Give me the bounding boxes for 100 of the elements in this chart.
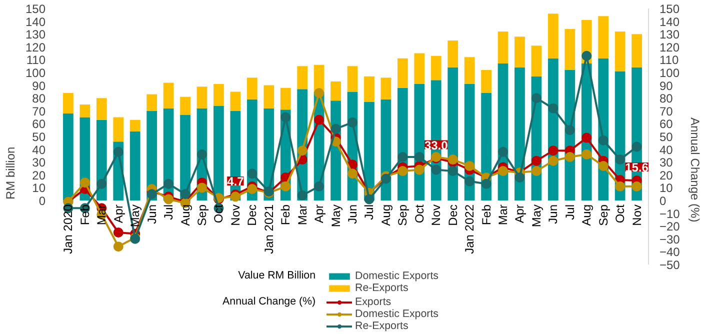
y-axis-title: RM billion [3,146,18,200]
point [297,190,308,200]
point [314,88,324,98]
y-tick-label: 110 [26,53,46,68]
x-tick-label: May [328,204,343,228]
x-tick-label: Apr [312,204,326,224]
point [314,181,324,192]
point [113,228,124,238]
bar [196,86,208,108]
bar [380,78,392,100]
x-tick-label: Jul [562,204,577,220]
point [164,178,174,189]
point [196,149,207,160]
bar [96,98,107,120]
bar [481,70,492,93]
point [280,112,291,122]
bar [614,32,626,72]
bar [414,53,425,84]
bar [548,14,558,58]
bar [448,40,458,68]
x-tick-label: Jan 2020 [61,204,76,254]
bar [63,92,74,114]
point [548,103,558,114]
point [297,146,308,156]
bar [264,85,274,108]
x-tick-label: Feb [278,204,293,226]
point [364,194,374,204]
point [582,50,592,61]
point [598,135,608,146]
x-tick-label: Nov [429,204,444,226]
bar [130,120,140,132]
legend-label: Exports [355,296,392,308]
bar [464,57,475,84]
x-tick-label: Oct [212,204,226,224]
x-tick-label: Apr [111,204,126,224]
point [414,152,424,162]
point [615,181,626,192]
point [247,168,258,179]
point [180,189,190,200]
point [464,176,475,186]
point [113,242,124,252]
bar [330,81,341,101]
x-tick-label: Aug [178,204,192,226]
y2-tick-label: 110 [660,53,679,68]
text: Annual Change (%) [222,296,316,308]
x-tick-label: Nov [630,204,644,226]
point [498,146,508,157]
y2-tick-label: 100 [660,66,680,80]
point [548,156,558,166]
point [448,166,458,176]
point [498,166,508,176]
bar [80,104,90,118]
point [80,178,90,188]
point [414,164,424,175]
x-tick-label: Mar [496,204,510,226]
point [398,152,408,162]
x-tick-label: May [529,204,544,228]
bar [632,34,642,68]
y-tick-label: 20 [32,168,46,182]
y2-tick-label: 0 [660,194,666,208]
x-tick-label: Nov [228,204,242,226]
data-label: 4.7 [227,174,244,188]
y-tick-label: 100 [25,66,46,80]
y2-tick-label: −50 [660,258,680,272]
x-tick-label: Jun [346,204,360,224]
x-tick-label: Sep [194,204,209,226]
bar [180,96,190,115]
legend-label: Re-Exports [355,282,408,294]
point [514,172,525,182]
point [146,189,157,200]
y2-tick-label: −10 [660,206,680,221]
y2-tick-label: −20 [660,220,680,234]
x-tick-label: Sep [596,204,610,226]
point [314,114,324,125]
x-tick-label: Aug [378,204,393,226]
y2-tick-label: 40 [660,142,674,157]
bar [146,94,158,111]
y-tick-label: 10 [32,181,46,196]
point [164,194,174,204]
y-tick-label: 30 [32,156,46,170]
bar [430,56,442,80]
point [531,93,542,104]
point [531,156,542,166]
point [582,132,592,143]
y-tick-label: 150 [25,2,46,16]
x-tick-label: Dec [446,204,460,226]
bar [163,82,174,108]
x-tick-label: Jan 2021 [262,204,276,254]
point [247,184,258,194]
point [481,178,492,189]
bar [280,88,291,110]
bar [498,32,508,64]
point [348,117,358,128]
bar [113,117,124,142]
point [230,192,240,202]
y2-tick-label: 50 [660,130,674,144]
y2-axis-title: Annual Change (%) [688,117,702,222]
y-tick-label: 140 [25,14,46,29]
y2-tick-label: 130 [660,28,680,42]
y-tick-label: 40 [32,142,46,157]
